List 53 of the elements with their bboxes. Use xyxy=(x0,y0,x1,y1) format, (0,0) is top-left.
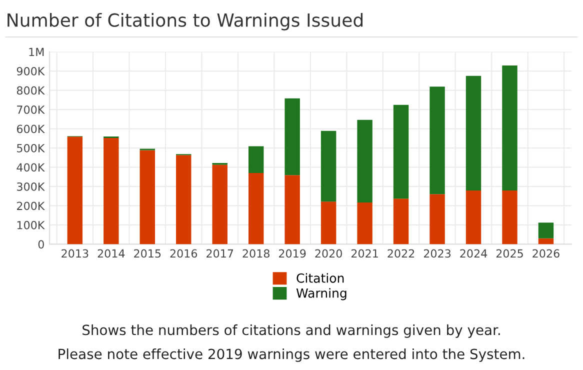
y-tick-label: 700K xyxy=(17,105,45,114)
y-tick-label: 400K xyxy=(16,163,45,172)
bar xyxy=(430,86,445,194)
legend-label: Warning xyxy=(296,288,346,300)
x-tick-label: 2026 xyxy=(532,249,560,258)
bar xyxy=(357,120,372,202)
bar xyxy=(284,175,300,244)
text: Shows the numbers of citations and warnings given by year. xyxy=(82,324,500,338)
x-tick-label: 2015 xyxy=(134,249,161,258)
y-tick-label: 200K xyxy=(17,202,45,210)
bar xyxy=(357,202,372,244)
x-tick-label: 2022 xyxy=(388,249,414,258)
y-tick-label: 600K xyxy=(16,124,45,134)
bar xyxy=(176,155,192,244)
y-tick-label: 300K xyxy=(17,182,45,191)
y-tick-label: 0 xyxy=(38,240,44,249)
legend-label: Citation xyxy=(296,273,344,283)
bar xyxy=(248,173,264,244)
x-tick-label: 2016 xyxy=(170,249,198,258)
bar xyxy=(67,136,83,244)
x-tick-label: 2024 xyxy=(460,249,488,258)
bar xyxy=(320,130,336,202)
bar xyxy=(104,138,119,244)
x-tick-label: 2021 xyxy=(351,249,378,258)
y-tick-label: 800K xyxy=(16,86,45,95)
bar xyxy=(248,146,264,174)
bar xyxy=(212,164,228,244)
bar xyxy=(393,104,409,199)
bar xyxy=(502,65,518,191)
chart-title: Number of Citations to Warnings Issued xyxy=(8,12,362,30)
bar xyxy=(466,190,482,244)
y-tick-label: 500K xyxy=(17,144,45,152)
x-tick-label: 2019 xyxy=(279,249,306,258)
y-tick-label: 100K xyxy=(17,220,45,230)
x-tick-label: 2017 xyxy=(206,249,234,258)
bar xyxy=(538,238,554,244)
x-tick-label: 2025 xyxy=(496,249,523,258)
y-tick-label: 900K xyxy=(16,67,45,76)
x-tick-label: 2023 xyxy=(424,249,451,258)
x-tick-label: 2020 xyxy=(315,249,342,258)
bar xyxy=(430,194,445,244)
bar xyxy=(466,76,482,191)
bar xyxy=(538,222,554,238)
text: Please note effective 2019 warnings were entered into the System. xyxy=(58,348,524,362)
bar xyxy=(502,190,518,244)
bar xyxy=(140,150,155,244)
bar xyxy=(284,98,300,176)
x-tick-label: 2018 xyxy=(242,249,270,258)
x-tick-label: 2013 xyxy=(62,249,88,258)
bar xyxy=(393,198,409,244)
x-tick-label: 2014 xyxy=(98,249,125,258)
bar xyxy=(320,202,336,244)
y-tick-label: 1M xyxy=(29,48,44,56)
